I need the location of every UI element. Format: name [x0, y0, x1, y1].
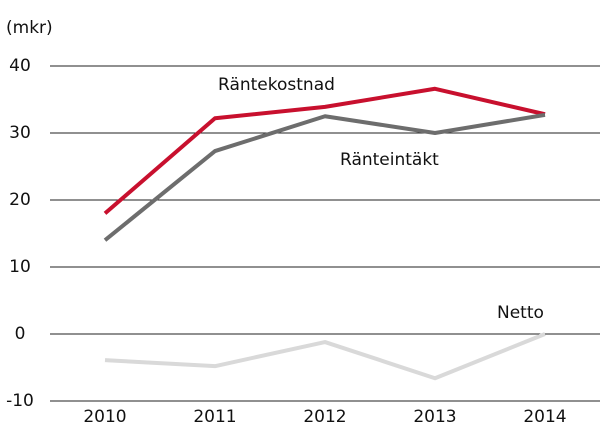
line: [103, 112, 546, 242]
series-label: Ränteintäkt: [340, 150, 439, 170]
line: [104, 332, 546, 381]
x-tick-label: 2013: [413, 407, 456, 426]
line: [103, 86, 546, 215]
x-tick-label: 2011: [193, 407, 236, 426]
y-tick-label: 20: [9, 190, 31, 210]
y-tick-label: 10: [9, 257, 31, 277]
x-tick-label: 2012: [303, 407, 346, 426]
y-tick-label: 0: [15, 324, 26, 344]
y-tick-label: 40: [9, 56, 31, 76]
series-label: Räntekostnad: [218, 75, 335, 95]
y-tick-label: -10: [6, 391, 34, 411]
x-tick-label: 2014: [523, 407, 566, 426]
y-axis-label: (mkr): [6, 18, 53, 38]
x-tick-label: 2010: [83, 407, 126, 426]
series-label: Netto: [497, 303, 544, 323]
y-tick-label: 30: [9, 123, 31, 143]
